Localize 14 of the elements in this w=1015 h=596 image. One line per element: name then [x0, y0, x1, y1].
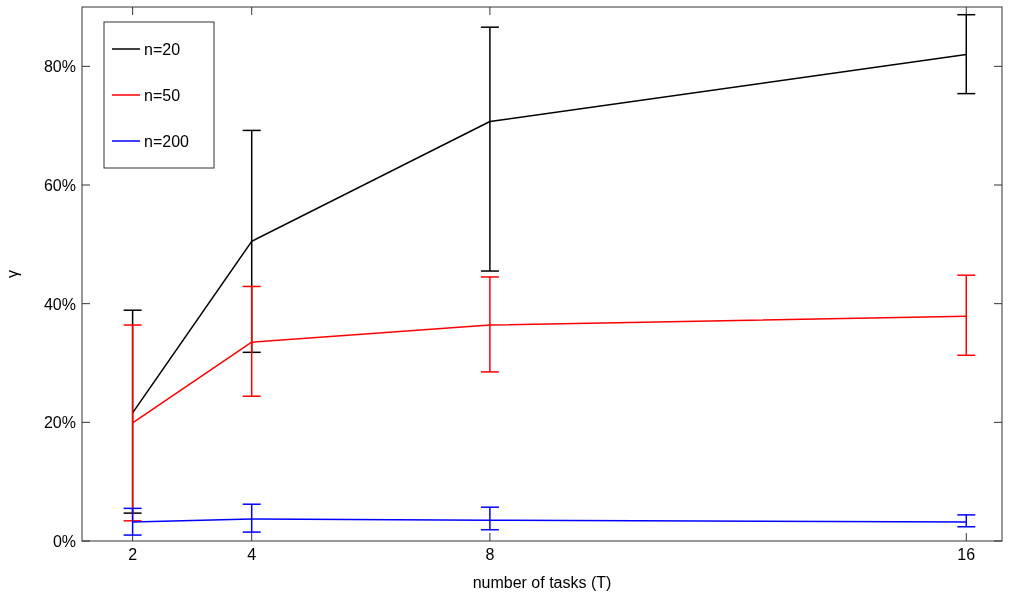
y-axis-title: γ: [4, 270, 21, 278]
legend-label: n=20: [144, 41, 181, 58]
y-tick-label: 80%: [43, 58, 76, 76]
x-tick-label: 2: [128, 546, 138, 563]
legend-label: n=200: [144, 133, 190, 150]
legend-label: n=50: [144, 87, 181, 104]
y-tick-label: 40%: [43, 295, 76, 313]
x-tick-label: 8: [485, 546, 495, 563]
x-axis-title: number of tasks (T): [472, 574, 612, 591]
y-tick-label: 0%: [52, 533, 76, 550]
x-tick-label: 16: [957, 546, 976, 563]
x-tick-label: 4: [247, 546, 257, 563]
y-tick-label: 20%: [43, 414, 76, 432]
y-tick-label: 60%: [43, 177, 76, 194]
